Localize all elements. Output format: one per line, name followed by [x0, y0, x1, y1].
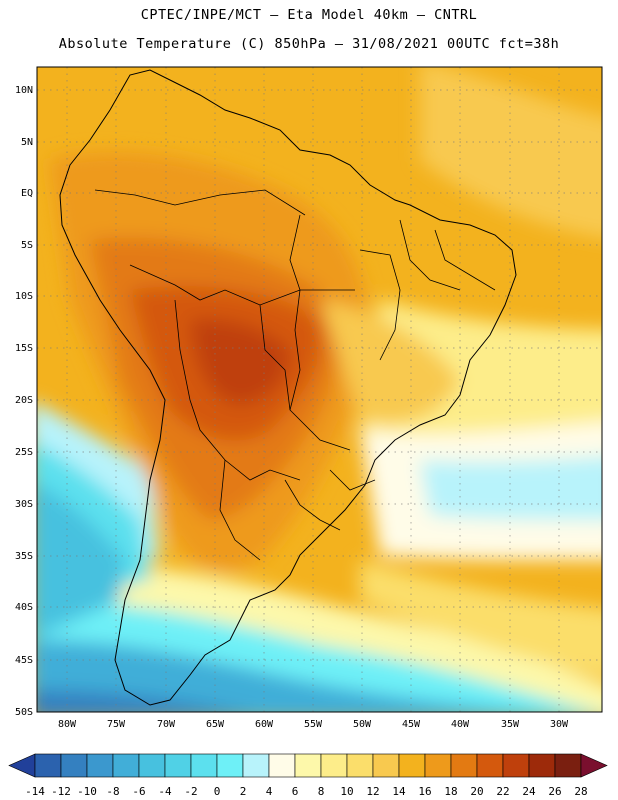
map-title-line1: CPTEC/INPE/MCT – Eta Model 40km – CNTRL	[140, 7, 478, 23]
colorbar-tick-label: 10	[340, 785, 353, 798]
political-borders	[94, 189, 496, 561]
lat-label: 30S	[15, 499, 33, 510]
lat-label: 50S	[15, 707, 33, 718]
lat-label: 10S	[15, 291, 33, 302]
lat-label: 20S	[15, 395, 33, 406]
colorbar-segment	[424, 753, 452, 778]
lat-label: 35S	[15, 551, 33, 562]
colorbar-segment	[86, 753, 114, 778]
latitude-axis: 10N 5N EQ 5S 10S 15S 20S 25S 30S 35S 40S…	[15, 85, 33, 718]
lon-label: 35W	[501, 719, 520, 730]
colorbar-segment	[398, 753, 426, 778]
colorbar-segment	[476, 753, 504, 778]
lat-label: EQ	[21, 188, 33, 199]
lon-label: 75W	[107, 719, 126, 730]
colorbar-arrow-low	[8, 753, 36, 778]
colorbar-segment	[320, 753, 348, 778]
colorbar-arrow-high	[580, 753, 608, 778]
colorbar-segment	[450, 753, 478, 778]
lon-label: 80W	[58, 719, 77, 730]
colorbar-segment	[268, 753, 296, 778]
colorbar-tick-label: 20	[470, 785, 483, 798]
colorbar-segment	[294, 753, 322, 778]
lon-label: 70W	[157, 719, 176, 730]
colorbar-tick-label: -2	[184, 785, 197, 798]
colorbar-tick-label: -8	[106, 785, 119, 798]
colorbar: -14 -12 -10 -8 -6 -4 -2 0 2 4 6 8 10 12 14 16 18 20 22 24 26…	[8, 753, 608, 798]
map-title-line2: Absolute Temperature (C) 850hPa – 31/08/…	[58, 36, 560, 52]
lon-label: 50W	[353, 719, 372, 730]
colorbar-tick-label: 2	[240, 785, 247, 798]
colorbar-segment	[554, 753, 582, 778]
lon-label: 55W	[304, 719, 323, 730]
lon-label: 60W	[255, 719, 274, 730]
colorbar-tick-label: -4	[158, 785, 172, 798]
lon-label: 45W	[402, 719, 421, 730]
lat-label: 45S	[15, 655, 33, 666]
lat-label: 25S	[15, 447, 33, 458]
colorbar-tick-label: 22	[496, 785, 509, 798]
colorbar-tick-label: 26	[548, 785, 561, 798]
lon-label: 40W	[451, 719, 470, 730]
colorbar-tick-label: 14	[392, 785, 406, 798]
colorbar-segment	[242, 753, 270, 778]
colorbar-segment	[60, 753, 88, 778]
colorbar-tick-label: 18	[444, 785, 457, 798]
colorbar-segment	[138, 753, 166, 778]
colorbar-tick-label: -10	[77, 785, 97, 798]
colorbar-tick-label: 8	[318, 785, 325, 798]
colorbar-segment	[112, 753, 140, 778]
temperature-field	[37, 67, 602, 712]
lat-label: 40S	[15, 602, 33, 613]
colorbar-segment	[502, 753, 530, 778]
coastline	[59, 69, 517, 706]
colorbar-segment	[346, 753, 374, 778]
colorbar-tick-label: 6	[292, 785, 299, 798]
lat-label: 10N	[15, 85, 33, 96]
colorbar-tick-label: 12	[366, 785, 379, 798]
colorbar-segment	[190, 753, 218, 778]
colorbar-segment	[528, 753, 556, 778]
colorbar-tick-label: 4	[266, 785, 273, 798]
colorbar-tick-label: 24	[522, 785, 536, 798]
lat-label: 5S	[21, 240, 33, 251]
lat-label: 15S	[15, 343, 33, 354]
colorbar-tick-label: -14	[25, 785, 45, 798]
lon-label: 30W	[550, 719, 569, 730]
colorbar-segment	[216, 753, 244, 778]
lat-label: 5N	[21, 137, 33, 148]
colorbar-tick-label: -12	[51, 785, 71, 798]
colorbar-segment	[34, 753, 62, 778]
colorbar-segment	[164, 753, 192, 778]
map-frame	[36, 66, 603, 713]
colorbar-tick-label: 28	[574, 785, 587, 798]
longitude-axis: 80W 75W 70W 65W 60W 55W 50W 45W 40W 35W …	[58, 719, 569, 730]
colorbar-segment	[372, 753, 400, 778]
colorbar-tick-label: 16	[418, 785, 431, 798]
colorbar-tick-label: -6	[132, 785, 145, 798]
lon-label: 65W	[206, 719, 225, 730]
colorbar-tick-label: 0	[214, 785, 221, 798]
